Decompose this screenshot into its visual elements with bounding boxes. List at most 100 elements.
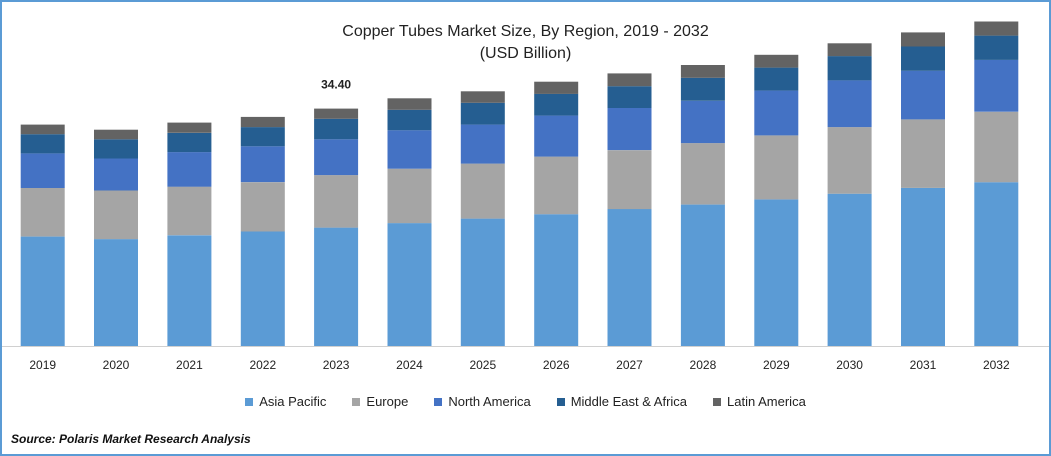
bar-2019-latin-america bbox=[20, 124, 65, 135]
x-tick-label: 2023 bbox=[323, 358, 350, 372]
bar-2023-europe bbox=[314, 175, 359, 228]
bar-2021-middle-east-africa bbox=[167, 132, 212, 153]
bar-2026-asia-pacific bbox=[534, 214, 579, 346]
bar-2023-asia-pacific bbox=[314, 227, 359, 346]
bar-2021-asia-pacific bbox=[167, 235, 212, 346]
bar-2023-latin-america bbox=[314, 108, 359, 119]
bar-2030-asia-pacific bbox=[827, 193, 872, 346]
legend-item: Latin America bbox=[713, 394, 806, 409]
bar-2028-asia-pacific bbox=[680, 204, 725, 346]
chart-title: Copper Tubes Market Size, By Region, 201… bbox=[342, 23, 709, 40]
source-note: Source: Polaris Market Research Analysis bbox=[11, 432, 251, 446]
x-tick-label: 2024 bbox=[396, 358, 423, 372]
bar-2022-latin-america bbox=[240, 116, 285, 128]
legend-label: Middle East & Africa bbox=[570, 394, 688, 409]
bar-2026-north-america bbox=[534, 115, 579, 157]
legend-item: Asia Pacific bbox=[245, 394, 326, 409]
x-tick-label: 2032 bbox=[983, 358, 1010, 372]
x-tick-label: 2025 bbox=[469, 358, 496, 372]
chart-subtitle: (USD Billion) bbox=[479, 45, 572, 62]
bar-2027-europe bbox=[607, 150, 652, 210]
bar-2025-latin-america bbox=[460, 91, 505, 103]
x-tick-label: 2019 bbox=[29, 358, 56, 372]
bar-2031-latin-america bbox=[901, 32, 945, 47]
bar-2032-north-america bbox=[974, 59, 1019, 112]
bar-2026-europe bbox=[534, 156, 579, 215]
bar-2029-europe bbox=[754, 135, 799, 200]
bar-2029-north-america bbox=[754, 90, 799, 136]
legend-label: Asia Pacific bbox=[259, 394, 327, 409]
bar-2024-north-america bbox=[387, 130, 432, 169]
x-tick-label: 2030 bbox=[836, 358, 863, 372]
x-tick-label: 2020 bbox=[103, 358, 130, 372]
bar-2023-middle-east-africa bbox=[314, 118, 359, 140]
bar-2031-asia-pacific bbox=[901, 187, 945, 346]
bar-2021-latin-america bbox=[167, 122, 212, 133]
x-tick-label: 2026 bbox=[543, 358, 570, 372]
x-tick-label: 2028 bbox=[690, 358, 717, 372]
x-tick-label: 2022 bbox=[249, 358, 276, 372]
bar-2020-north-america bbox=[94, 158, 138, 191]
bar-2028-latin-america bbox=[680, 65, 725, 78]
bar-2021-europe bbox=[167, 186, 212, 236]
bar-2032-latin-america bbox=[974, 21, 1019, 36]
bar-2030-europe bbox=[827, 127, 872, 194]
bar-2032-middle-east-africa bbox=[974, 35, 1019, 60]
bar-2021-north-america bbox=[167, 152, 212, 187]
legend-label: Europe bbox=[366, 394, 409, 409]
bar-2024-latin-america bbox=[387, 98, 432, 110]
bar-2029-middle-east-africa bbox=[754, 67, 799, 91]
bar-2024-asia-pacific bbox=[387, 223, 432, 346]
bar-2020-latin-america bbox=[94, 129, 138, 140]
bar-2025-north-america bbox=[460, 124, 505, 164]
bar-2022-north-america bbox=[240, 146, 285, 183]
bar-2027-middle-east-africa bbox=[607, 86, 652, 108]
bar-2028-north-america bbox=[680, 100, 725, 144]
bar-2030-middle-east-africa bbox=[827, 56, 872, 81]
bar-2026-latin-america bbox=[534, 81, 579, 94]
x-tick-label: 2029 bbox=[763, 358, 790, 372]
bar-2030-north-america bbox=[827, 80, 872, 128]
bar-2031-middle-east-africa bbox=[901, 46, 945, 71]
bar-2030-latin-america bbox=[827, 43, 872, 57]
bar-2022-europe bbox=[240, 182, 285, 232]
legend-swatch bbox=[352, 397, 361, 406]
bar-2026-middle-east-africa bbox=[534, 93, 579, 116]
x-tick-label: 2021 bbox=[176, 358, 203, 372]
bar-2024-middle-east-africa bbox=[387, 109, 432, 131]
legend-swatch bbox=[713, 397, 722, 406]
x-tick-label: 2031 bbox=[910, 358, 937, 372]
bar-2027-latin-america bbox=[607, 73, 652, 87]
bar-2028-middle-east-africa bbox=[680, 77, 725, 101]
legend-swatch bbox=[556, 397, 565, 406]
bar-2031-north-america bbox=[901, 70, 945, 120]
bar-2022-middle-east-africa bbox=[240, 127, 285, 147]
bar-2025-asia-pacific bbox=[460, 218, 505, 346]
bar-2024-europe bbox=[387, 168, 432, 224]
data-labels: 34.40 bbox=[321, 78, 351, 92]
bar-2025-middle-east-africa bbox=[460, 102, 505, 125]
legend-item: Middle East & Africa bbox=[556, 394, 688, 409]
bar-2031-europe bbox=[901, 119, 945, 188]
data-label-2023: 34.40 bbox=[321, 78, 351, 92]
bar-2020-middle-east-africa bbox=[94, 139, 138, 159]
bar-2032-asia-pacific bbox=[974, 182, 1019, 346]
legend-item: Europe bbox=[352, 394, 408, 409]
bar-group bbox=[20, 21, 1019, 346]
bar-2022-asia-pacific bbox=[240, 231, 285, 346]
legend-label: North America bbox=[448, 394, 531, 409]
bar-2029-asia-pacific bbox=[754, 199, 799, 346]
bar-2027-asia-pacific bbox=[607, 209, 652, 346]
bar-2019-europe bbox=[20, 187, 65, 237]
bar-2027-north-america bbox=[607, 107, 652, 151]
bar-2028-europe bbox=[680, 143, 725, 205]
bar-2025-europe bbox=[460, 163, 505, 219]
bar-2029-latin-america bbox=[754, 54, 799, 68]
legend-swatch bbox=[245, 397, 254, 406]
bar-2019-asia-pacific bbox=[20, 236, 65, 346]
bar-2032-europe bbox=[974, 111, 1019, 183]
x-tick-labels: 2019 2020 2021 2022 2023 2024 2025 2026 2027 2028… bbox=[29, 358, 1010, 372]
bar-2019-middle-east-africa bbox=[20, 134, 65, 154]
